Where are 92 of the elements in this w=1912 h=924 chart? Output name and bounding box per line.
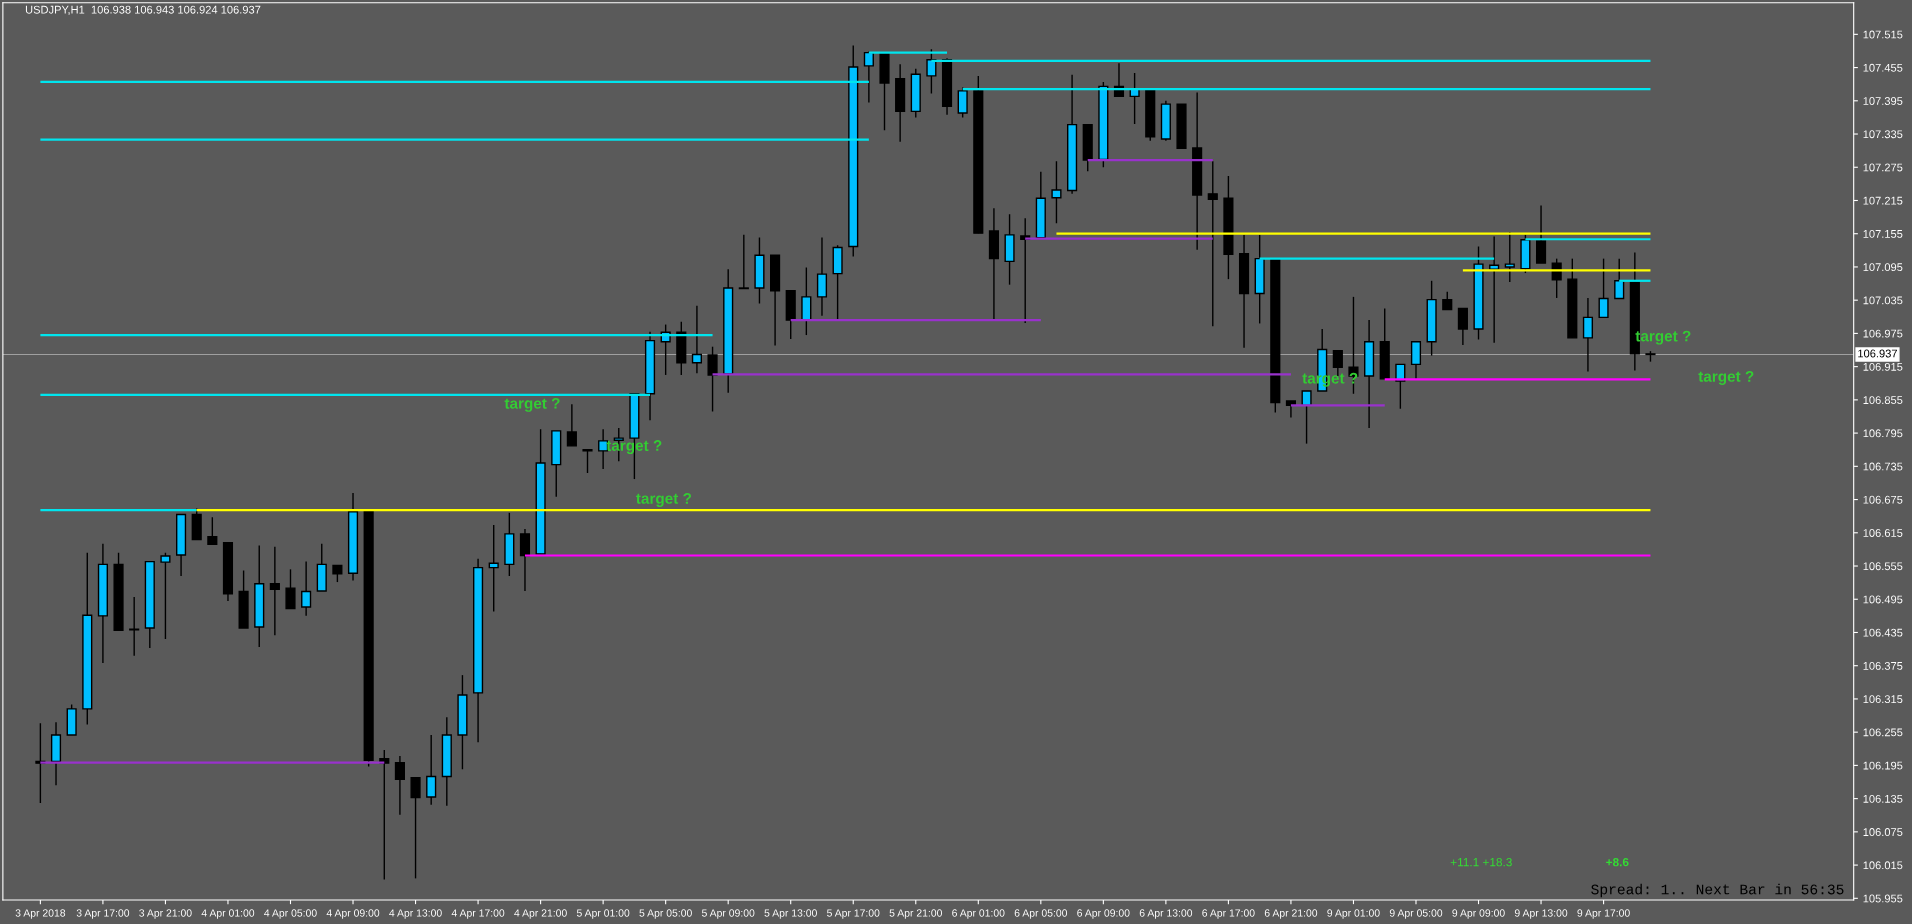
x-tick-label: 5 Apr 09:00	[701, 909, 755, 919]
y-tick-label: 106.615	[1863, 529, 1903, 537]
y-tick-label: 107.035	[1863, 296, 1903, 305]
x-tick-label: 9 Apr 13:00	[1514, 909, 1568, 919]
x-tick-label: 6 Apr 21:00	[1264, 909, 1318, 919]
candlestick	[1457, 307, 1468, 346]
y-tick-label: 106.675	[1863, 495, 1903, 504]
y-tick-label: 106.315	[1863, 695, 1903, 704]
y-tick-label: 105.955	[1863, 894, 1903, 903]
x-tick-label: 9 Apr 05:00	[1389, 909, 1443, 919]
candlestick	[738, 234, 749, 290]
candlestick	[129, 596, 140, 657]
y-tick-label: 106.015	[1863, 861, 1903, 870]
x-tick-label: 6 Apr 09:00	[1077, 909, 1130, 919]
x-tick-label: 6 Apr 05:00	[1014, 909, 1068, 919]
x-tick-label: 9 Apr 17:00	[1577, 909, 1630, 919]
candlestick	[816, 236, 828, 317]
annotation: target ?	[504, 397, 560, 412]
x-tick-label: 5 Apr 05:00	[639, 909, 692, 919]
ref-line-label: 106.937	[1858, 349, 1897, 358]
y-tick-label: 106.915	[1863, 362, 1903, 371]
y-tick-label: 106.495	[1863, 595, 1903, 604]
x-tick-label: 6 Apr 13:00	[1139, 909, 1193, 919]
candlestick	[863, 50, 874, 104]
y-tick-label: 106.795	[1863, 429, 1903, 438]
x-tick-label: 9 Apr 09:00	[1452, 909, 1505, 919]
candlestick	[285, 568, 296, 610]
x-tick-label: 9 Apr 01:00	[1327, 909, 1380, 919]
x-tick-label: 4 Apr 05:00	[264, 909, 317, 919]
candlestick	[160, 552, 171, 640]
candlestick	[1614, 257, 1625, 300]
candlestick	[707, 346, 718, 413]
candlestick	[1598, 257, 1609, 319]
y-tick-label: 106.375	[1863, 661, 1903, 670]
x-tick-label: 4 Apr 21:00	[514, 909, 567, 919]
annotation: target ?	[636, 493, 691, 507]
y-tick-label: 107.515	[1863, 30, 1903, 39]
candlestick	[301, 560, 312, 617]
x-tick-label: 3 Apr 2018	[15, 909, 66, 919]
x-tick-label: 6 Apr 17:00	[1202, 909, 1255, 919]
x-tick-label: 5 Apr 21:00	[889, 909, 943, 919]
y-tick-label: 107.095	[1863, 263, 1903, 272]
x-tick-label: 5 Apr 13:00	[764, 909, 817, 919]
y-tick-label: 106.195	[1863, 761, 1903, 770]
candlestick	[1051, 160, 1062, 224]
candlestick	[1348, 296, 1359, 395]
x-tick-label: 3 Apr 17:00	[76, 909, 130, 919]
x-tick-label: 6 Apr 01:00	[952, 909, 1005, 919]
x-tick-label: 5 Apr 17:00	[827, 909, 880, 919]
candlestick	[1582, 297, 1594, 373]
x-tick-label: 5 Apr 01:00	[576, 909, 630, 919]
y-tick-label: 106.135	[1863, 794, 1903, 803]
y-tick-label: 107.275	[1863, 163, 1903, 172]
annotation: +11.1 +18.3	[1450, 858, 1512, 867]
candlestick	[269, 545, 280, 636]
candlestick	[1410, 341, 1422, 380]
candlestick	[957, 86, 968, 119]
annotation: +8.6	[1606, 858, 1629, 867]
candlestick	[1207, 160, 1218, 327]
x-tick-label: 4 Apr 01:00	[201, 909, 255, 919]
y-tick-label: 107.455	[1863, 63, 1903, 72]
candlestick	[1301, 390, 1312, 445]
y-tick-label: 106.435	[1863, 628, 1903, 637]
annotation: Spread: 1.. Next Bar in 56:35	[1591, 883, 1844, 898]
y-tick-label: 106.975	[1863, 329, 1903, 338]
candlestick	[207, 516, 218, 546]
chart-title: USDJPY,H1 106.938 106.943 106.924 106.937	[25, 5, 261, 15]
candlestick	[410, 776, 421, 880]
candlestick	[566, 403, 577, 447]
candlestick	[394, 755, 405, 816]
y-tick-label: 107.215	[1863, 196, 1903, 205]
y-tick-label: 107.395	[1863, 97, 1903, 105]
y-tick-label: 106.075	[1863, 828, 1903, 836]
candlestick	[691, 305, 702, 374]
y-tick-label: 106.855	[1863, 396, 1903, 404]
y-tick-label: 106.735	[1863, 462, 1903, 471]
y-tick-label: 107.155	[1863, 229, 1903, 238]
y-tick-label: 107.335	[1863, 130, 1903, 139]
candlestick	[1535, 204, 1547, 264]
x-tick-label: 3 Apr 21:00	[139, 909, 192, 919]
candlestick	[1504, 231, 1515, 283]
text: target ?	[1698, 371, 1754, 385]
y-tick-label: 106.555	[1863, 562, 1903, 571]
candlestick	[926, 48, 937, 95]
x-tick-label: 4 Apr 17:00	[451, 909, 505, 919]
candlestick	[582, 449, 593, 474]
candlestick	[519, 528, 531, 592]
x-tick-label: 4 Apr 09:00	[326, 909, 380, 919]
candlestick	[426, 734, 437, 806]
y-tick-label: 106.255	[1863, 728, 1903, 737]
x-tick-label: 4 Apr 13:00	[389, 909, 442, 919]
candlestick	[801, 266, 812, 336]
